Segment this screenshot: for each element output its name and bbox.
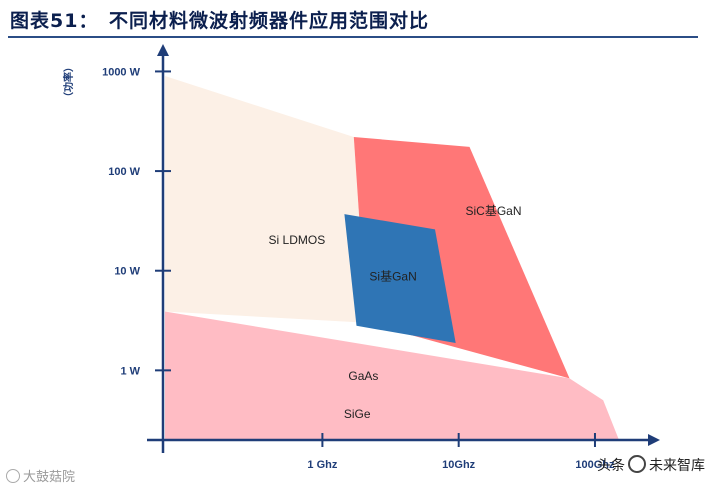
watermark-left: 大鼓菇院 xyxy=(6,466,75,485)
region-si-ldmos xyxy=(165,76,367,323)
regions-layer xyxy=(165,76,619,440)
region-label-si-gan: Si基GaN xyxy=(369,269,416,283)
x-tick-label: 100Ghz xyxy=(575,459,615,471)
region-si-gan xyxy=(344,214,456,343)
x-tick-label: 10Ghz xyxy=(442,459,476,471)
y-tick-label: 100 W xyxy=(108,166,140,178)
region-labels-layer: Si LDMOS SiC基GaN Si基GaN GaAs SiGe xyxy=(269,204,522,421)
watermark-right-suffix: 未来智库 xyxy=(649,458,705,474)
toutiao-icon xyxy=(628,455,646,473)
y-tick-label: 1 W xyxy=(120,365,140,377)
x-axis-arrow xyxy=(648,434,660,446)
y-tick-label: 1000 W xyxy=(102,66,141,78)
region-label-gaas: GaAs xyxy=(348,369,378,383)
y-axis-label: （功率） xyxy=(62,62,75,102)
region-gaas xyxy=(165,311,619,440)
watermark-right: 头条 未来智库 xyxy=(597,455,705,475)
region-label-sic-gan: SiC基GaN xyxy=(465,204,521,218)
region-label-sige: SiGe xyxy=(344,407,371,421)
ticks-layer: 1 W 10 W 100 W 1000 W 1 Ghz 10Ghz 100Ghz xyxy=(102,66,615,471)
chart-title: 图表51： 不同材料微波射频器件应用范围对比 xyxy=(10,10,429,32)
title-rule xyxy=(8,36,698,38)
watermark-right-prefix: 头条 xyxy=(597,458,625,474)
axes-layer xyxy=(147,44,660,453)
region-label-si-ldmos: Si LDMOS xyxy=(269,233,326,247)
y-tick-label: 10 W xyxy=(114,266,140,278)
x-tick-label: 1 Ghz xyxy=(307,459,337,471)
y-axis-arrow xyxy=(157,44,169,56)
weibo-icon xyxy=(6,469,20,483)
watermark-left-text: 大鼓菇院 xyxy=(23,470,76,485)
